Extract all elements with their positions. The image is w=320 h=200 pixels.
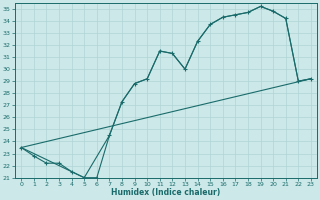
X-axis label: Humidex (Indice chaleur): Humidex (Indice chaleur) — [111, 188, 221, 197]
